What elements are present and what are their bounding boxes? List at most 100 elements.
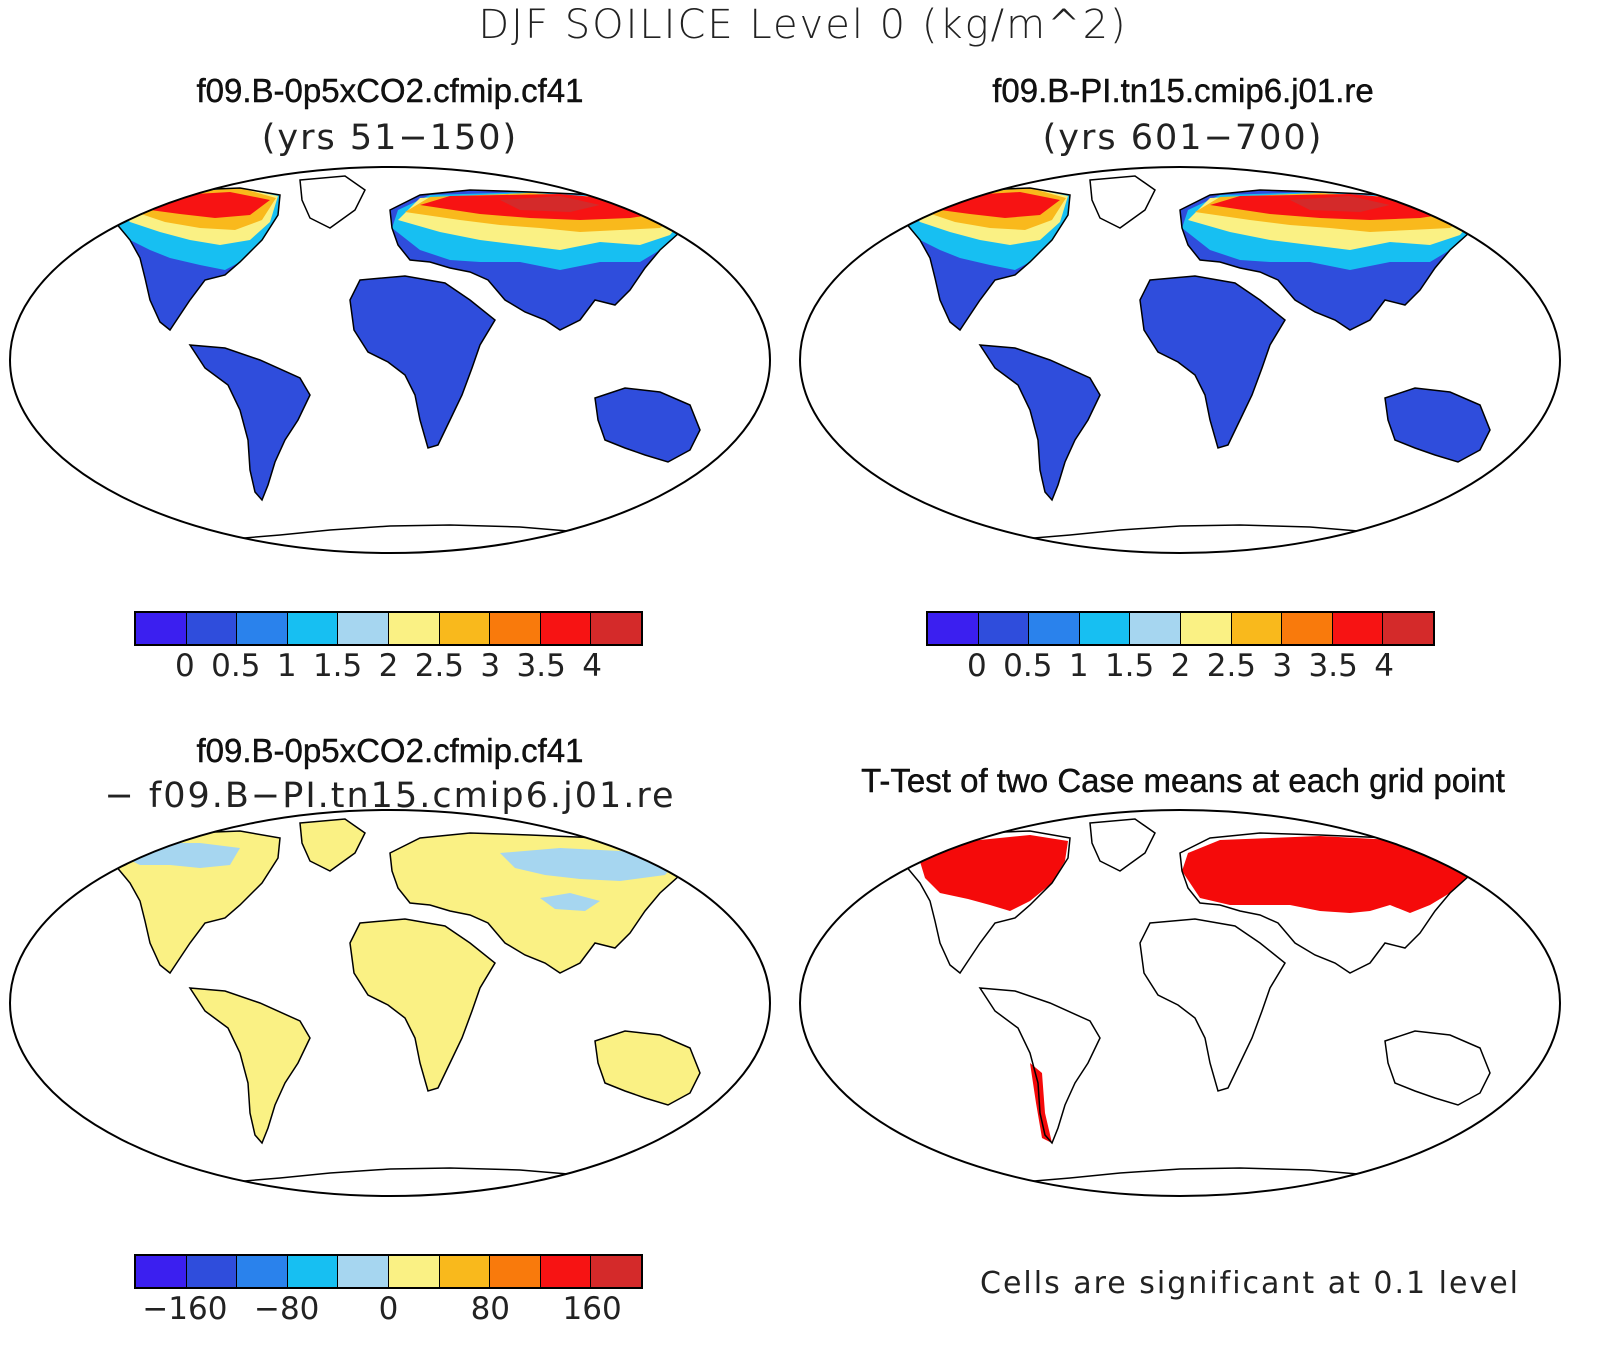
coastline	[978, 344, 1101, 502]
map-panel	[9, 166, 771, 554]
coastline	[899, 187, 1071, 332]
significant-region	[1182, 836, 1478, 913]
colorbar-label: 160	[562, 1291, 622, 1327]
continent-greenland	[299, 818, 366, 872]
colorbar-swatch	[237, 1256, 288, 1287]
colorbar-swatch	[490, 613, 541, 644]
colorbar-label: 0	[967, 648, 987, 684]
colorbar-panel1	[134, 611, 643, 646]
colorbar-label: 0	[175, 648, 195, 684]
colorbar-label: −160	[142, 1291, 228, 1327]
continent-greenland	[1089, 818, 1156, 872]
colorbar-label: 1	[276, 648, 297, 684]
coastline	[188, 987, 311, 1145]
colorbar-swatch	[136, 1256, 187, 1287]
colorbar-label: 3	[480, 648, 501, 684]
colorbar-swatch	[287, 613, 339, 644]
continent-australia	[595, 388, 700, 462]
colorbar-swatch	[928, 613, 979, 644]
panel3-title: f09.B-0p5xCO2.cfmip.cf41	[196, 732, 584, 769]
colorbar-label: 2.5	[414, 648, 465, 684]
continent-namerica	[110, 831, 280, 973]
map-panel	[799, 809, 1561, 1197]
colorbar-swatch	[1029, 613, 1080, 644]
colorbar-swatch	[388, 613, 440, 644]
coastline	[109, 187, 281, 332]
continent-greenland	[1089, 175, 1156, 229]
continent-africa	[1140, 276, 1285, 448]
significant-region	[918, 835, 1068, 911]
coastline	[594, 1030, 701, 1106]
colorbar-swatch	[136, 613, 187, 644]
colorbar-label: 3	[1272, 648, 1293, 684]
colorbar-swatch	[338, 1256, 389, 1287]
map-panel	[799, 166, 1561, 554]
colorbar-swatch	[978, 613, 1030, 644]
colorbar-label: 4	[1374, 648, 1394, 684]
colorbar-swatch	[540, 1256, 592, 1287]
colorbar-swatch	[287, 1256, 339, 1287]
coastline	[1139, 918, 1286, 1092]
colorbar-label: 2.5	[1206, 648, 1257, 684]
continent-samerica	[980, 345, 1100, 500]
continent-australia	[1385, 1031, 1490, 1105]
colorbar-label: 1.5	[312, 648, 363, 684]
coastline	[1384, 387, 1491, 463]
map-border	[9, 166, 771, 554]
ice-band	[500, 196, 600, 212]
colorbar-swatch	[540, 613, 592, 644]
coastline	[109, 830, 281, 975]
ice-band	[1290, 196, 1390, 212]
panel2-subtitle: (yrs 601−700)	[1042, 118, 1324, 158]
significant-region	[1030, 1063, 1052, 1143]
continent-greenland	[299, 175, 366, 229]
coastline	[349, 918, 496, 1092]
map-panel	[9, 809, 771, 1197]
colorbar-label: 0.5	[1003, 648, 1053, 684]
coastline	[1139, 275, 1286, 449]
continent-australia	[1385, 388, 1490, 462]
coastline	[594, 387, 701, 463]
map-border	[9, 809, 771, 1197]
colorbar-swatch	[1383, 613, 1433, 644]
colorbar-swatch	[1282, 613, 1333, 644]
colorbar-panel3	[134, 1254, 643, 1289]
coastline	[349, 275, 496, 449]
continent-africa	[1140, 919, 1285, 1091]
colorbar-label: 80	[470, 1291, 511, 1327]
coastline	[899, 830, 1071, 975]
colorbar-swatch	[591, 613, 641, 644]
colorbar-swatch	[338, 613, 389, 644]
panel1-subtitle: (yrs 51−150)	[261, 118, 519, 158]
colorbar-swatch	[591, 1256, 641, 1287]
colorbar-panel2	[926, 611, 1435, 646]
coastline	[1384, 1030, 1491, 1106]
colorbar-label: 2	[1170, 648, 1191, 684]
colorbar-label: 0	[378, 1291, 399, 1327]
colorbar-swatch	[1332, 613, 1384, 644]
continent-australia	[595, 1031, 700, 1105]
colorbar-swatch	[1079, 613, 1131, 644]
continent-samerica	[190, 345, 310, 500]
colorbar-swatch	[1180, 613, 1232, 644]
colorbar-swatch	[439, 613, 491, 644]
colorbar-label: 0.5	[211, 648, 261, 684]
coastline	[978, 987, 1101, 1145]
coastline	[188, 344, 311, 502]
colorbar-label: 1.5	[1104, 648, 1155, 684]
continent-africa	[350, 919, 495, 1091]
colorbar-label: 4	[582, 648, 602, 684]
colorbar-swatch	[439, 1256, 491, 1287]
panel4-title: T-Test of two Case means at each grid po…	[861, 762, 1505, 799]
colorbar-swatch	[186, 1256, 238, 1287]
panel2-title: f09.B-PI.tn15.cmip6.j01.re	[992, 72, 1374, 109]
significance-note: Cells are significant at 0.1 level	[980, 1266, 1521, 1301]
continent-samerica	[980, 988, 1100, 1143]
map-border	[799, 166, 1561, 554]
panel1-title: f09.B-0p5xCO2.cfmip.cf41	[196, 72, 584, 109]
colorbar-label: 3.5	[1308, 648, 1358, 684]
colorbar-swatch	[1231, 613, 1283, 644]
colorbar-swatch	[237, 613, 288, 644]
continent-africa	[350, 276, 495, 448]
